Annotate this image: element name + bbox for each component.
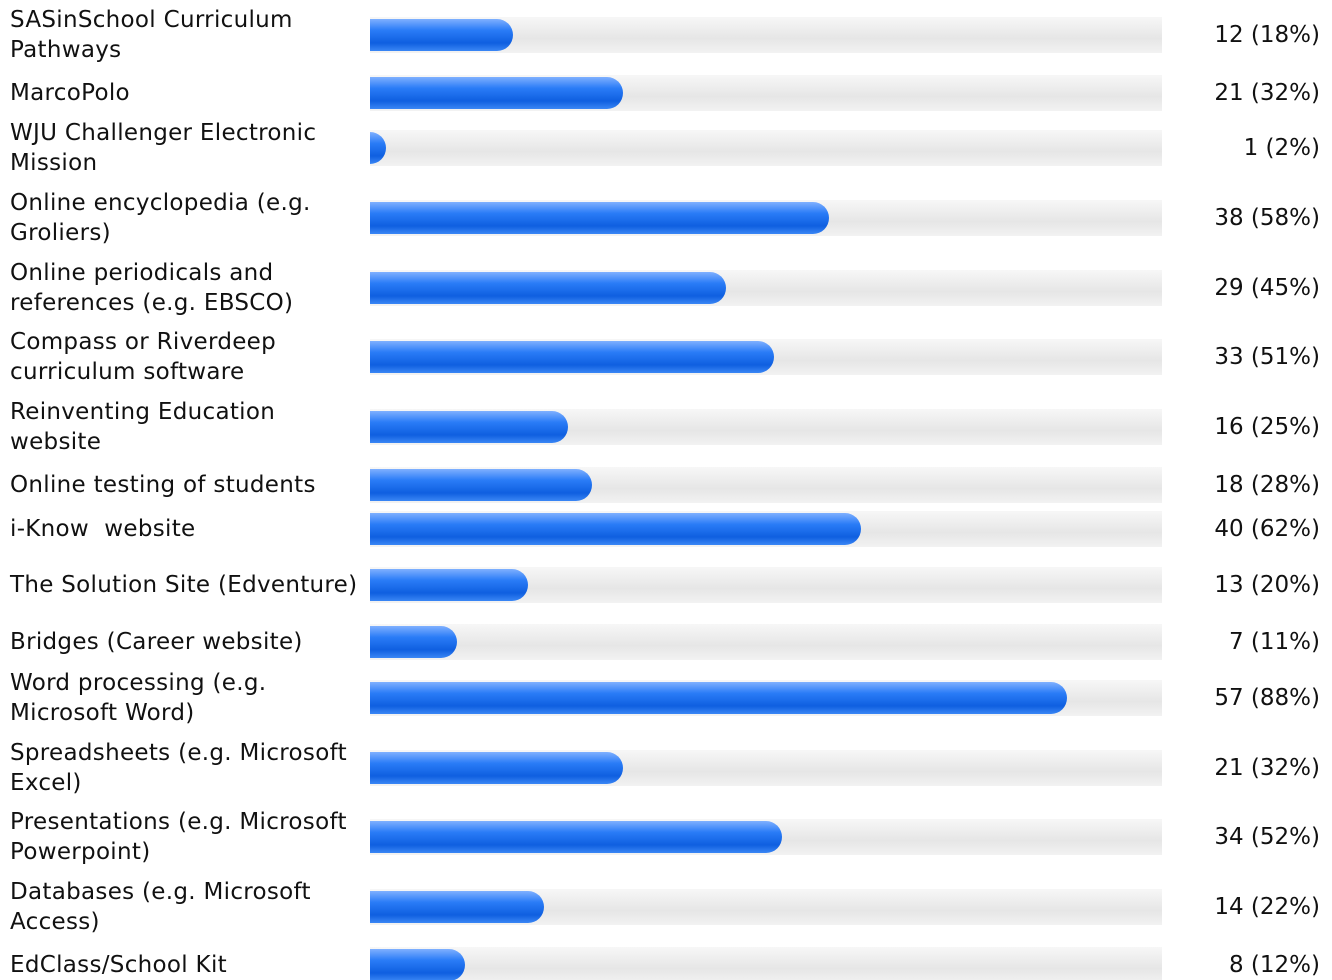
category-label: Reinventing Education website (10, 399, 283, 455)
category-label: Bridges (Career website) (10, 629, 303, 655)
bar (370, 202, 830, 234)
bar (370, 752, 624, 784)
value-label: 16 (25%) (1214, 414, 1320, 440)
category-label: Databases (e.g. Microsoft Access) (10, 879, 319, 935)
bar (370, 132, 386, 164)
category-label: Online testing of students (10, 472, 316, 498)
value-label: 7 (11%) (1228, 629, 1320, 655)
bar (370, 891, 545, 923)
bar-track (370, 947, 1162, 980)
value-label: 12 (18%) (1214, 22, 1320, 48)
value-label: 18 (28%) (1214, 472, 1320, 498)
bar (370, 341, 774, 373)
bar (370, 821, 782, 853)
category-label: Presentations (e.g. Microsoft Powerpoint… (10, 809, 355, 865)
bar (370, 949, 466, 980)
category-label: Online encyclopedia (e.g. Groliers) (10, 190, 319, 246)
category-label: WJU Challenger Electronic Mission (10, 120, 324, 176)
value-label: 57 (88%) (1214, 685, 1320, 711)
category-label: Spreadsheets (e.g. Microsoft Excel) (10, 740, 355, 796)
value-label: 38 (58%) (1214, 205, 1320, 231)
bar (370, 411, 568, 443)
bar (370, 19, 513, 51)
category-label: Compass or Riverdeep curriculum software (10, 329, 284, 385)
bar-track (370, 130, 1162, 166)
category-label: EdClass/School Kit (10, 952, 227, 978)
category-label: MarcoPolo (10, 80, 130, 106)
category-label: i-Know website (10, 516, 196, 542)
bar (370, 626, 458, 658)
category-label: SASinSchool Curriculum Pathways (10, 7, 301, 63)
value-label: 34 (52%) (1214, 824, 1320, 850)
value-label: 29 (45%) (1214, 275, 1320, 301)
value-label: 21 (32%) (1214, 755, 1320, 781)
value-label: 13 (20%) (1214, 572, 1320, 598)
bar (370, 77, 624, 109)
bar (370, 272, 727, 304)
value-label: 33 (51%) (1214, 344, 1320, 370)
bar (370, 682, 1067, 714)
category-label: Online periodicals and references (e.g. … (10, 260, 294, 316)
bar-track (370, 624, 1162, 660)
value-label: 40 (62%) (1214, 516, 1320, 542)
bar (370, 469, 592, 501)
bar (370, 513, 862, 545)
value-label: 21 (32%) (1214, 80, 1320, 106)
value-label: 1 (2%) (1243, 135, 1320, 161)
value-label: 14 (22%) (1214, 894, 1320, 920)
category-label: The Solution Site (Edventure) (10, 572, 358, 598)
bar (370, 569, 529, 601)
value-label: 8 (12%) (1228, 952, 1320, 978)
category-label: Word processing (e.g. Microsoft Word) (10, 670, 274, 726)
